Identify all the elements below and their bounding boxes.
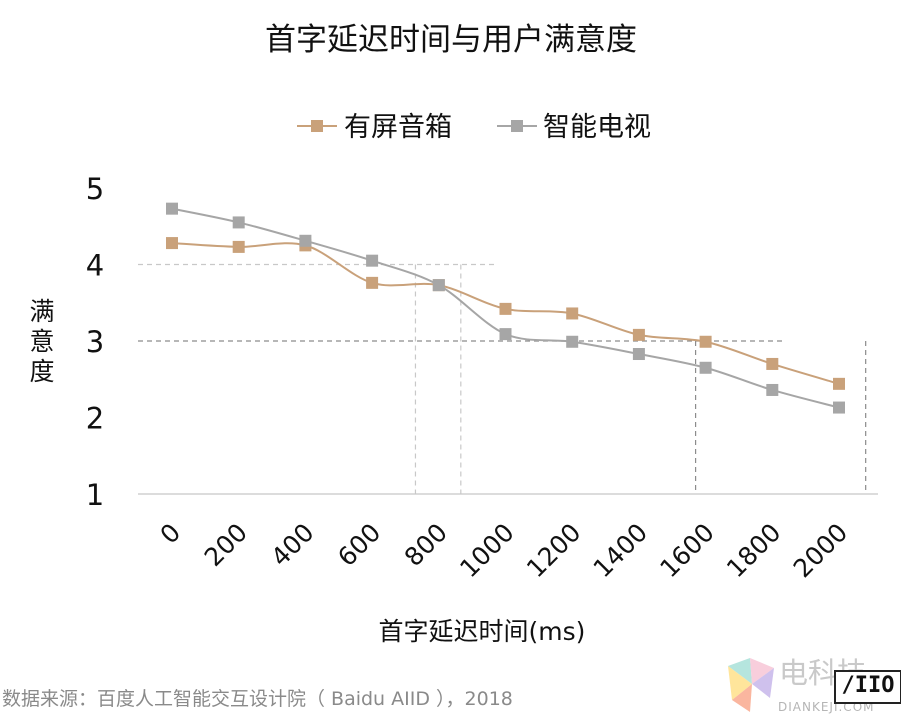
x-tick-labels: 0 200 400 600 800 1000 1200 1400 1600 1800 2000 — [154, 518, 853, 583]
svg-text:满意度: 满意度 — [29, 297, 54, 386]
x-tick-1000: 1000 — [454, 518, 519, 583]
legend-label-series-1: 智能电视 — [543, 112, 651, 143]
series-0-point-200 — [232, 240, 245, 253]
series-0-point-1800 — [766, 357, 779, 370]
series-0-point-1000 — [499, 302, 512, 315]
series-group — [166, 202, 845, 414]
legend-marker-series-0 — [311, 120, 323, 132]
series-0-point-1400 — [632, 328, 645, 341]
x-tick-1600: 1600 — [654, 518, 719, 583]
legend-label-series-0: 有屏音箱 — [344, 112, 452, 143]
series-0-point-600 — [366, 276, 379, 289]
series-1 — [166, 202, 845, 414]
guide-lines — [138, 263, 867, 494]
y-tick-2: 2 — [86, 402, 104, 436]
x-tick-200: 200 — [199, 518, 253, 572]
y-tick-5: 5 — [86, 172, 104, 206]
legend: 有屏音箱 智能电视 — [297, 112, 651, 143]
y-tick-1: 1 — [86, 478, 104, 512]
series-0-point-1200 — [566, 307, 579, 320]
x-tick-800: 800 — [399, 518, 453, 572]
chart-title: 首字延迟时间与用户满意度 — [265, 22, 637, 58]
series-1-point-800 — [432, 279, 445, 292]
watermark-badge: /IIO — [834, 670, 901, 704]
series-0-point-2000 — [833, 377, 845, 390]
series-1-point-200 — [232, 216, 245, 229]
y-tick-labels: 1 2 3 4 5 — [86, 172, 104, 512]
x-tick-1800: 1800 — [721, 518, 786, 583]
series-1-point-1200 — [566, 335, 579, 348]
line-chart: 首字延迟时间与用户满意度 有屏音箱 智能电视 1 2 3 4 5 0 200 400 600 8… — [29, 22, 878, 646]
series-1-point-400 — [299, 234, 312, 247]
source-note: 数据来源：百度人工智能交互设计院（ Baidu AIID ），2018 — [2, 688, 513, 710]
x-tick-1200: 1200 — [521, 518, 586, 583]
x-tick-1400: 1400 — [588, 518, 653, 583]
series-1-point-1000 — [499, 328, 512, 341]
series-1-point-0 — [166, 202, 178, 215]
series-0-point-0 — [166, 237, 178, 250]
series-1-point-1600 — [699, 361, 712, 374]
y-tick-3: 3 — [86, 325, 104, 359]
x-axis-label: 首字延迟时间(ms) — [379, 617, 586, 646]
x-tick-2000: 2000 — [788, 518, 853, 583]
series-1-point-1800 — [766, 383, 779, 396]
series-1-point-600 — [366, 254, 379, 267]
watermark-logo: 电科技 DIANKEJI.COM /IIO — [722, 650, 901, 718]
series-0-point-1600 — [699, 335, 712, 348]
series-1-point-1400 — [632, 348, 645, 361]
series-0 — [166, 237, 845, 390]
x-tick-0: 0 — [154, 518, 186, 550]
x-tick-400: 400 — [265, 518, 319, 572]
y-axis-label: 满意度 — [29, 297, 54, 386]
legend-marker-series-1 — [511, 120, 523, 132]
watermark-mark-icon — [728, 658, 774, 712]
x-tick-600: 600 — [332, 518, 386, 572]
y-tick-4: 4 — [86, 249, 104, 283]
series-1-point-2000 — [833, 401, 845, 414]
